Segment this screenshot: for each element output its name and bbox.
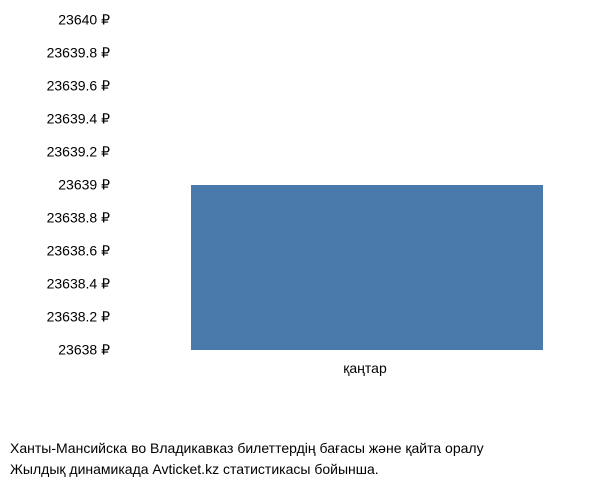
chart-caption: Ханты-Мансийска во Владикавказ билеттерд… xyxy=(10,438,590,480)
y-tick: 23638.8 ₽ xyxy=(47,209,110,226)
y-tick: 23639.8 ₽ xyxy=(47,44,110,61)
y-tick: 23638.2 ₽ xyxy=(47,308,110,325)
x-axis-label: қаңтар xyxy=(343,360,386,376)
caption-line-1: Ханты-Мансийска во Владикавказ билеттерд… xyxy=(10,438,590,459)
y-tick: 23639.2 ₽ xyxy=(47,143,110,160)
y-tick: 23639.6 ₽ xyxy=(47,77,110,94)
y-tick: 23640 ₽ xyxy=(58,11,110,28)
y-tick: 23638.4 ₽ xyxy=(47,275,110,292)
y-tick: 23639 ₽ xyxy=(58,176,110,193)
y-tick: 23639.4 ₽ xyxy=(47,110,110,127)
plot-area xyxy=(120,20,590,350)
bar-january xyxy=(191,185,544,350)
y-tick: 23638.6 ₽ xyxy=(47,242,110,259)
y-axis: 23640 ₽ 23639.8 ₽ 23639.6 ₽ 23639.4 ₽ 23… xyxy=(0,0,120,350)
y-tick: 23638 ₽ xyxy=(58,342,110,359)
price-chart: 23640 ₽ 23639.8 ₽ 23639.6 ₽ 23639.4 ₽ 23… xyxy=(0,0,600,400)
caption-line-2: Жылдық динамикада Avticket.kz статистика… xyxy=(10,459,590,480)
